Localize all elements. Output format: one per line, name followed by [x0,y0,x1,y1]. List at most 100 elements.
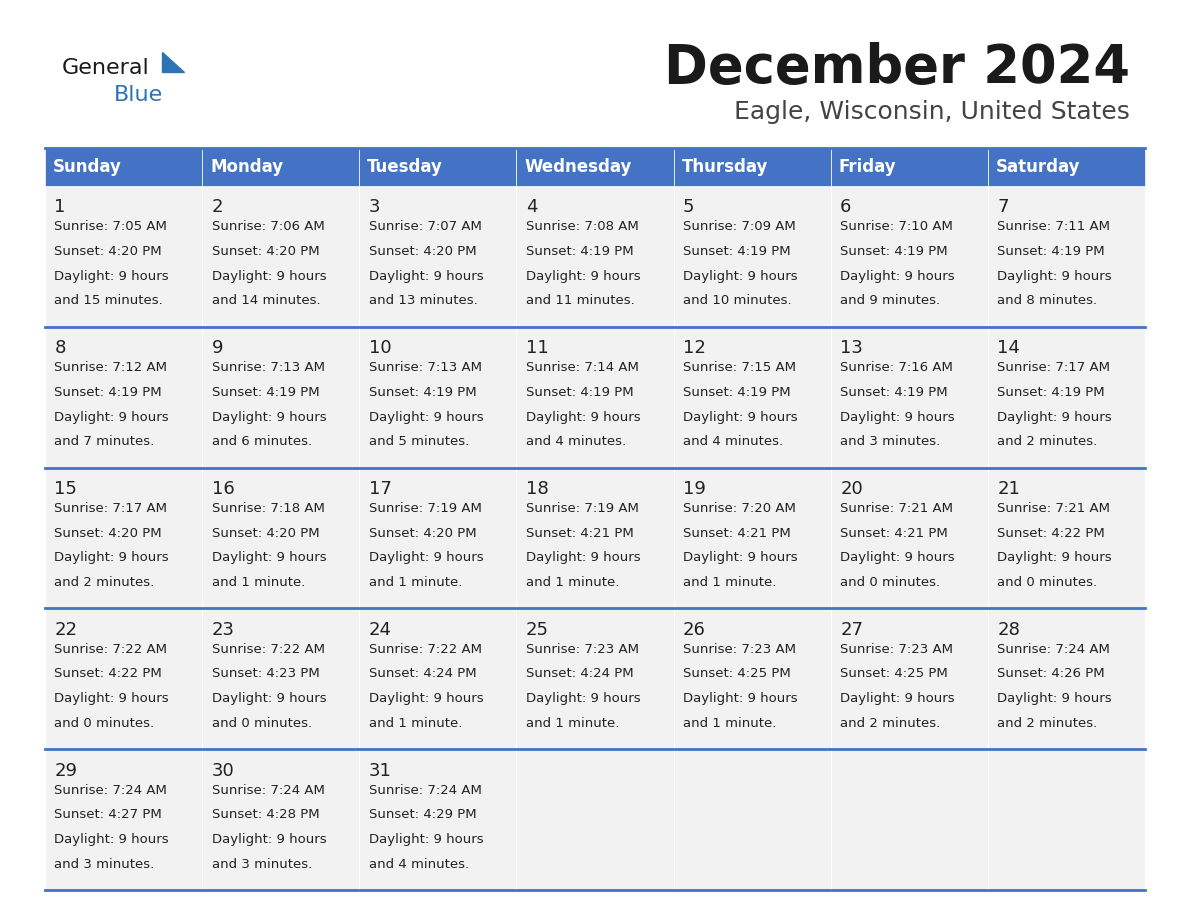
Text: Daylight: 9 hours: Daylight: 9 hours [211,270,327,283]
Text: and 2 minutes.: and 2 minutes. [840,717,941,730]
Text: Daylight: 9 hours: Daylight: 9 hours [683,552,797,565]
Bar [830,749,988,890]
Text: Saturday: Saturday [996,158,1080,176]
Text: 6: 6 [840,198,852,217]
Text: and 14 minutes.: and 14 minutes. [211,295,321,308]
Text: Daylight: 9 hours: Daylight: 9 hours [55,552,169,565]
Text: Sunset: 4:20 PM: Sunset: 4:20 PM [211,245,320,258]
Text: Sunrise: 7:06 AM: Sunrise: 7:06 AM [211,220,324,233]
Bar [517,148,674,186]
Bar [202,148,359,186]
Text: Sunset: 4:25 PM: Sunset: 4:25 PM [683,667,791,680]
Bar [202,186,359,327]
Text: Daylight: 9 hours: Daylight: 9 hours [683,410,797,423]
Text: Sunrise: 7:24 AM: Sunrise: 7:24 AM [211,784,324,797]
Text: December 2024: December 2024 [664,42,1130,94]
Text: and 1 minute.: and 1 minute. [368,717,462,730]
Text: and 1 minute.: and 1 minute. [211,576,305,589]
Text: Daylight: 9 hours: Daylight: 9 hours [840,692,955,705]
Bar [45,148,202,186]
Text: Sunrise: 7:12 AM: Sunrise: 7:12 AM [55,362,168,375]
Bar [674,186,830,327]
Bar [674,609,830,749]
Text: Sunset: 4:19 PM: Sunset: 4:19 PM [840,245,948,258]
Bar [517,467,674,609]
Text: 28: 28 [997,621,1020,639]
Text: 2: 2 [211,198,223,217]
Bar [517,749,674,890]
Text: Daylight: 9 hours: Daylight: 9 hours [526,552,640,565]
Bar [830,467,988,609]
Text: Daylight: 9 hours: Daylight: 9 hours [683,270,797,283]
Text: Sunrise: 7:08 AM: Sunrise: 7:08 AM [526,220,639,233]
Text: Sunrise: 7:15 AM: Sunrise: 7:15 AM [683,362,796,375]
Text: 16: 16 [211,480,234,498]
Bar [359,186,517,327]
Text: 20: 20 [840,480,862,498]
Text: 14: 14 [997,340,1020,357]
Text: Sunrise: 7:09 AM: Sunrise: 7:09 AM [683,220,796,233]
Text: Sunrise: 7:13 AM: Sunrise: 7:13 AM [211,362,324,375]
Bar [202,467,359,609]
Text: 31: 31 [368,762,392,779]
Text: and 3 minutes.: and 3 minutes. [55,857,154,870]
Text: Sunrise: 7:22 AM: Sunrise: 7:22 AM [368,643,481,655]
Bar [359,148,517,186]
Text: Daylight: 9 hours: Daylight: 9 hours [368,552,484,565]
Text: 22: 22 [55,621,77,639]
Text: 10: 10 [368,340,391,357]
Text: Sunrise: 7:24 AM: Sunrise: 7:24 AM [997,643,1110,655]
Text: 15: 15 [55,480,77,498]
Text: and 0 minutes.: and 0 minutes. [840,576,940,589]
Text: Daylight: 9 hours: Daylight: 9 hours [526,410,640,423]
Bar [988,467,1145,609]
Text: Sunset: 4:23 PM: Sunset: 4:23 PM [211,667,320,680]
Bar [45,467,202,609]
Bar [45,749,202,890]
Text: Sunrise: 7:23 AM: Sunrise: 7:23 AM [840,643,953,655]
Text: 3: 3 [368,198,380,217]
Text: Sunset: 4:25 PM: Sunset: 4:25 PM [840,667,948,680]
Text: 18: 18 [526,480,549,498]
Text: and 1 minute.: and 1 minute. [526,576,619,589]
Text: 24: 24 [368,621,392,639]
Bar [674,327,830,467]
Text: and 3 minutes.: and 3 minutes. [840,435,941,448]
Bar [674,749,830,890]
Text: 13: 13 [840,340,862,357]
Text: Sunrise: 7:24 AM: Sunrise: 7:24 AM [55,784,168,797]
Text: Sunrise: 7:07 AM: Sunrise: 7:07 AM [368,220,481,233]
Text: and 15 minutes.: and 15 minutes. [55,295,163,308]
Text: Sunset: 4:19 PM: Sunset: 4:19 PM [840,386,948,399]
Text: and 4 minutes.: and 4 minutes. [368,857,469,870]
Bar [830,609,988,749]
Text: 9: 9 [211,340,223,357]
Text: Sunrise: 7:10 AM: Sunrise: 7:10 AM [840,220,953,233]
Bar [988,749,1145,890]
Text: Daylight: 9 hours: Daylight: 9 hours [840,410,955,423]
Text: Sunset: 4:19 PM: Sunset: 4:19 PM [997,386,1105,399]
Text: Daylight: 9 hours: Daylight: 9 hours [840,552,955,565]
Text: 19: 19 [683,480,706,498]
Text: Sunset: 4:19 PM: Sunset: 4:19 PM [55,386,162,399]
Text: 23: 23 [211,621,234,639]
Bar [988,148,1145,186]
Text: Daylight: 9 hours: Daylight: 9 hours [526,270,640,283]
Text: Monday: Monday [210,158,283,176]
Text: and 2 minutes.: and 2 minutes. [997,717,1098,730]
Text: Sunset: 4:24 PM: Sunset: 4:24 PM [368,667,476,680]
Text: and 4 minutes.: and 4 minutes. [683,435,783,448]
Text: Sunset: 4:19 PM: Sunset: 4:19 PM [683,245,791,258]
Text: Daylight: 9 hours: Daylight: 9 hours [683,692,797,705]
Text: and 1 minute.: and 1 minute. [683,576,777,589]
Text: Sunrise: 7:17 AM: Sunrise: 7:17 AM [55,502,168,515]
Text: Blue: Blue [114,85,163,105]
Text: Sunrise: 7:21 AM: Sunrise: 7:21 AM [997,502,1111,515]
Text: Sunrise: 7:16 AM: Sunrise: 7:16 AM [840,362,953,375]
Text: Sunrise: 7:23 AM: Sunrise: 7:23 AM [526,643,639,655]
Text: Daylight: 9 hours: Daylight: 9 hours [997,692,1112,705]
Text: Sunset: 4:28 PM: Sunset: 4:28 PM [211,808,320,822]
Text: Sunset: 4:19 PM: Sunset: 4:19 PM [683,386,791,399]
Bar [359,609,517,749]
Text: Sunset: 4:26 PM: Sunset: 4:26 PM [997,667,1105,680]
